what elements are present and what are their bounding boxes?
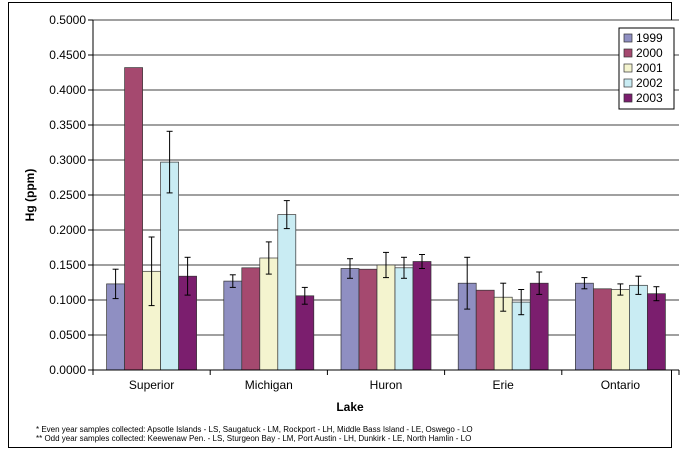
- bar: [475, 289, 495, 371]
- x-tick-label: Erie: [493, 378, 515, 392]
- y-tick-label: 0.1500: [49, 258, 86, 272]
- bar: [412, 261, 432, 371]
- y-tick-label: 0.1000: [49, 293, 86, 307]
- x-tick-label: Ontario: [601, 378, 641, 392]
- bar: [593, 288, 612, 371]
- legend-label: 2003: [636, 91, 663, 105]
- legend-label: 2000: [636, 46, 663, 60]
- y-tick-label: 0.0000: [49, 363, 86, 377]
- bar: [241, 267, 261, 371]
- bar: [647, 293, 666, 371]
- y-tick-label: 0.2000: [49, 223, 86, 237]
- y-tick-label: 0.2500: [49, 188, 86, 202]
- x-axis-title: Lake: [336, 400, 364, 414]
- y-tick-label: 0.4000: [49, 83, 86, 97]
- bar: [259, 257, 279, 371]
- bar: [575, 282, 594, 371]
- bar: [295, 295, 315, 371]
- legend-swatch: [623, 93, 633, 103]
- y-axis-title: Hg (ppm): [23, 169, 37, 222]
- bar: [611, 289, 630, 371]
- legend-label: 2002: [636, 76, 663, 90]
- x-tick-label: Michigan: [245, 378, 293, 392]
- legend-label: 1999: [636, 31, 663, 45]
- y-tick-label: 0.0500: [49, 328, 86, 342]
- legend-swatch: [623, 78, 633, 88]
- y-tick-label: 0.3500: [49, 118, 86, 132]
- legend-label: 2001: [636, 61, 663, 75]
- legend-swatch: [623, 48, 633, 58]
- x-tick-label: Huron: [370, 378, 403, 392]
- bar: [376, 264, 396, 371]
- bar: [340, 268, 360, 371]
- bar: [394, 267, 414, 371]
- legend-swatch: [623, 33, 633, 43]
- bar: [529, 282, 549, 371]
- footnote-even-year: * Even year samples collected: Apsotle I…: [36, 425, 473, 434]
- bar: [277, 214, 297, 371]
- y-tick-label: 0.4500: [49, 48, 86, 62]
- bar: [358, 268, 378, 371]
- x-tick-label: Superior: [129, 378, 174, 392]
- legend-swatch: [623, 63, 633, 73]
- bar: [124, 67, 143, 371]
- y-tick-label: 0.3000: [49, 153, 86, 167]
- footnote-odd-year: ** Odd year samples collected: Keewenaw …: [36, 434, 472, 443]
- bar: [223, 280, 243, 371]
- bar: [629, 284, 648, 371]
- y-tick-label: 0.5000: [49, 13, 86, 27]
